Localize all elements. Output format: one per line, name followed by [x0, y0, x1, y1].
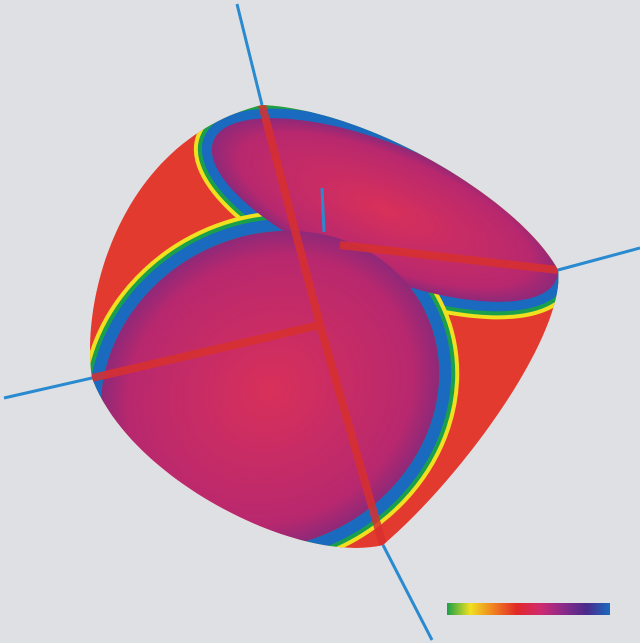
visualization [0, 0, 640, 643]
colorbar [447, 603, 610, 615]
page: (() => { const data = JSON.parse(documen… [0, 0, 640, 643]
axis-line [322, 188, 324, 232]
